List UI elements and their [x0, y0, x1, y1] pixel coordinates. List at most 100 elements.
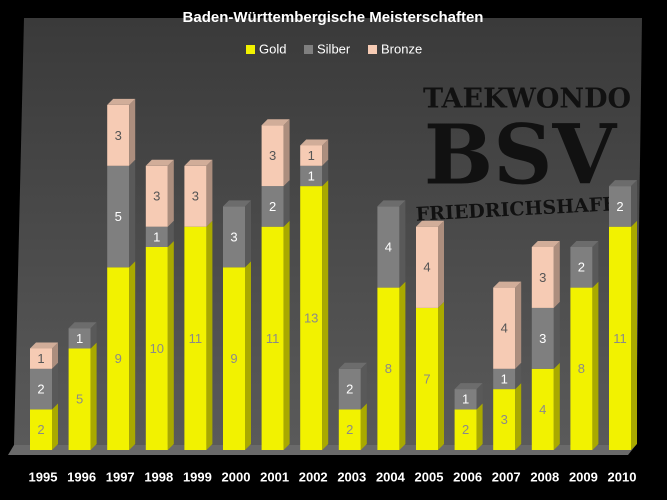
x-tick-label: 2004	[376, 469, 406, 484]
bar-segment	[261, 220, 290, 450]
data-label: 1	[153, 229, 160, 244]
bar-segment	[416, 220, 444, 308]
bar-front	[184, 226, 207, 450]
bar-top	[184, 159, 213, 166]
bar-side	[129, 261, 136, 450]
bar-top	[300, 139, 329, 146]
bar-segment	[300, 139, 329, 166]
legend-label: Bronze	[381, 41, 422, 56]
data-label: 11	[613, 331, 627, 346]
bar-front	[300, 186, 323, 450]
bar-segment	[377, 281, 406, 450]
bar-front	[493, 368, 516, 390]
x-tick-label: 2000	[222, 469, 251, 484]
x-tick-label: 2006	[453, 469, 482, 484]
x-tick-label: 1997	[106, 469, 135, 484]
data-label: 11	[266, 331, 280, 346]
data-label: 1	[37, 351, 44, 366]
bar-side	[553, 301, 560, 369]
bar-segment	[184, 159, 213, 227]
bar-segment	[261, 180, 290, 227]
data-label: 1	[501, 371, 508, 386]
x-tick-label: 2010	[608, 469, 637, 484]
bar-front	[107, 104, 130, 166]
bar-segment	[107, 159, 136, 268]
bar-side	[245, 261, 251, 450]
data-label: 10	[150, 341, 164, 356]
bar-top	[609, 180, 637, 187]
bar-front	[30, 409, 52, 450]
bar-segment	[68, 322, 97, 349]
bar-front	[454, 389, 477, 410]
bar-side	[167, 159, 174, 227]
bar-top	[416, 220, 444, 227]
bar-segment	[223, 200, 251, 268]
data-label: 4	[385, 239, 392, 254]
bar-front	[338, 409, 361, 450]
bar-side	[283, 119, 290, 187]
bar-front	[261, 125, 284, 187]
x-tick-label: 2002	[299, 469, 328, 484]
bar-side	[476, 403, 483, 450]
data-label: 3	[501, 412, 508, 427]
data-label: 2	[346, 382, 353, 397]
bar-front	[107, 165, 130, 268]
data-label: 2	[37, 382, 44, 397]
bar-front	[300, 165, 323, 187]
data-label: 1	[308, 168, 315, 183]
data-label: 2	[37, 422, 44, 437]
x-tick-label: 2009	[569, 469, 598, 484]
data-label: 5	[115, 209, 122, 224]
bar-side	[515, 383, 522, 450]
data-label: 7	[423, 371, 430, 386]
legend-label: Gold	[259, 41, 286, 56]
bar-segment	[145, 220, 174, 247]
bar-side	[129, 159, 136, 268]
bar-front	[531, 307, 554, 369]
bar-side	[438, 301, 444, 450]
bar-top	[261, 119, 290, 126]
x-tick-label: 1998	[144, 469, 173, 484]
bar-segment	[184, 220, 213, 450]
bar-segment	[261, 119, 290, 187]
x-tick-label: 1996	[67, 469, 96, 484]
bar-side	[283, 220, 290, 450]
bar-front	[570, 247, 593, 288]
data-label: 2	[269, 199, 276, 214]
legend-swatch	[368, 45, 377, 54]
x-tick-label: 2008	[530, 469, 559, 484]
bar-side	[553, 362, 560, 450]
bar-front	[300, 145, 323, 166]
bar-side	[515, 281, 522, 369]
bar-side	[438, 220, 444, 308]
bar-front	[30, 368, 52, 410]
bar-segment	[300, 159, 329, 187]
bar-top	[493, 281, 522, 288]
bar-front	[416, 226, 438, 308]
data-label: 3	[153, 189, 160, 204]
data-label: 4	[501, 321, 508, 336]
bar-side	[52, 362, 58, 410]
bar-top	[454, 383, 483, 390]
data-label: 3	[115, 128, 122, 143]
bar-front	[223, 206, 245, 268]
bar-side	[206, 159, 213, 227]
data-label: 3	[539, 331, 546, 346]
data-label: 9	[230, 351, 237, 366]
bar-front	[145, 226, 168, 247]
bar-segment	[338, 403, 367, 450]
bar-segment	[570, 281, 599, 450]
bar-side	[90, 322, 97, 349]
bar-front	[570, 287, 593, 450]
bar-side	[399, 200, 406, 288]
data-label: 3	[269, 148, 276, 163]
bar-segment	[338, 362, 367, 410]
bar-segment	[145, 159, 174, 227]
x-tick-label: 2001	[260, 469, 289, 484]
data-label: 8	[385, 361, 392, 376]
data-label: 5	[76, 392, 83, 407]
bar-side	[631, 220, 637, 450]
x-tick-label: 1999	[183, 469, 212, 484]
bar-top	[377, 200, 406, 207]
bar-front	[261, 226, 284, 450]
